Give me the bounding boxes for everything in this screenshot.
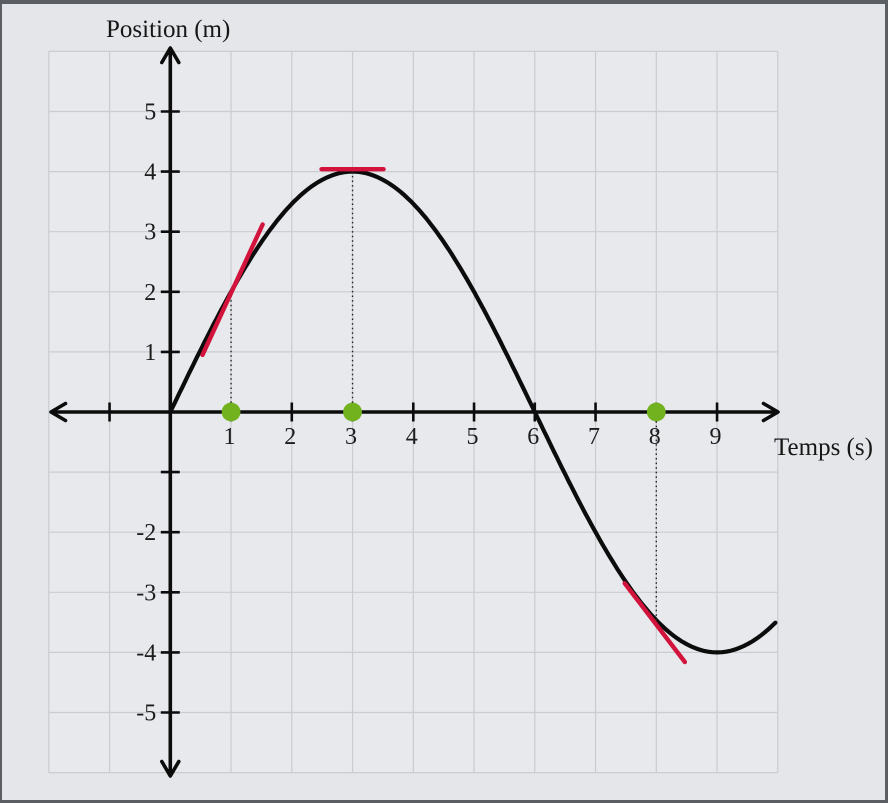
- x-tick-label: 3: [345, 424, 357, 450]
- position-time-graph: 1 2 3 4 5 6 7 8 9 5 4 3 2 1 -2 -3 -4 -5: [48, 46, 780, 778]
- y-tick-label: -3: [136, 580, 156, 606]
- x-tick-label: 6: [527, 424, 539, 450]
- y-axis-down-arrow-icon: [160, 759, 181, 778]
- marked-point: [343, 402, 362, 422]
- x-tick-label: 8: [649, 424, 661, 450]
- tangent-segment: [622, 581, 688, 665]
- y-tick-label: 4: [144, 160, 156, 186]
- x-tick-label: 9: [710, 424, 722, 450]
- y-tick-label: -4: [136, 640, 156, 666]
- x-tick-label: 4: [406, 424, 418, 450]
- y-axis-up-arrow-icon: [160, 46, 181, 65]
- y-tick-label: 1: [144, 340, 156, 366]
- y-tick-label: 2: [144, 280, 156, 306]
- x-tick-label: 2: [284, 424, 296, 450]
- y-tick-label: -5: [136, 701, 156, 727]
- x-tick-label: 7: [588, 424, 600, 450]
- x-axis-left-arrow-icon: [49, 401, 68, 423]
- x-tick-label: 1: [224, 424, 236, 450]
- tangent-segment: [200, 222, 265, 358]
- x-axis-right-arrow-icon: [761, 401, 780, 423]
- marked-point: [646, 402, 666, 422]
- y-tick-label: 3: [144, 220, 156, 246]
- position-curve: [168, 169, 778, 655]
- y-axis-title: Position (m): [106, 16, 231, 43]
- x-tick-label: 5: [467, 424, 479, 450]
- y-tick-label: -2: [136, 520, 156, 546]
- marked-point: [221, 402, 241, 422]
- x-axis-title: Temps (s): [774, 434, 873, 461]
- y-tick-label: 5: [144, 100, 156, 126]
